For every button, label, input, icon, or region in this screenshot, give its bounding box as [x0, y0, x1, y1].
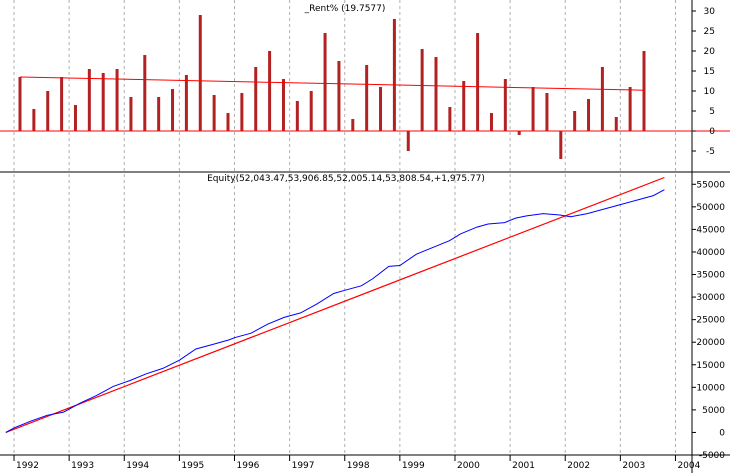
- rent-bar: [32, 109, 36, 131]
- x-tick-label: 1996: [237, 461, 260, 471]
- x-tick-label: 1995: [181, 461, 204, 471]
- equity-y-ticks: -5000 0 5000 10000 15000 20000 25000 30000 35000…: [692, 180, 725, 461]
- equity-y-tick-label: 50000: [696, 203, 725, 213]
- rent-bar: [60, 77, 64, 131]
- rent-bar: [87, 69, 91, 131]
- rent-title: _Rent% (19.7577): [304, 4, 386, 14]
- rent-bar: [46, 91, 50, 131]
- rent-y-tick-label: 25: [704, 27, 715, 37]
- rent-bar: [642, 51, 646, 131]
- equity-trend-line: [5, 176, 665, 433]
- equity-y-tick-label: 35000: [696, 271, 725, 281]
- rent-bar: [600, 67, 604, 131]
- rent-bar: [351, 119, 355, 131]
- rent-bar: [198, 15, 202, 131]
- equity-y-tick-label: 20000: [696, 338, 725, 348]
- rent-bar: [309, 91, 313, 131]
- x-tick-label: 1999: [402, 461, 425, 471]
- equity-y-tick-label: 5000: [702, 406, 725, 416]
- rent-bar: [406, 131, 410, 151]
- rent-bar: [295, 101, 299, 131]
- equity-y-tick-label: 15000: [696, 361, 725, 371]
- rent-bar: [614, 117, 618, 131]
- year-gridlines: [13, 0, 676, 455]
- x-tick-label: 2004: [677, 461, 700, 471]
- rent-bar: [531, 87, 535, 131]
- rent-y-ticks: -5 0 5 10 15 20 25 30: [692, 7, 715, 157]
- rent-bar: [73, 105, 77, 131]
- rent-y-tick-label: 30: [704, 7, 716, 17]
- rent-bar: [115, 69, 119, 131]
- rent-bar: [143, 55, 147, 131]
- rent-y-tick-label: 0: [709, 127, 715, 137]
- x-tick-label: 1998: [347, 461, 370, 471]
- x-tick-label: 1997: [292, 461, 315, 471]
- x-tick-label: 1992: [16, 461, 39, 471]
- rent-bar: [628, 87, 632, 131]
- rent-panel: _Rent% (19.7577) -5 0 5 10 15 20 25 30: [0, 4, 730, 159]
- rent-bar: [184, 75, 188, 131]
- equity-y-tick-label: 25000: [696, 316, 725, 326]
- rent-bar: [18, 77, 22, 131]
- rent-bar: [268, 51, 272, 131]
- equity-title: Equity(52,043.47,53,906.85,52,005.14,53,…: [207, 174, 485, 184]
- rent-bar: [517, 131, 521, 135]
- rent-bar: [101, 73, 105, 131]
- equity-y-tick-label: -5000: [699, 451, 725, 461]
- rent-bar: [157, 97, 161, 131]
- rent-y-tick-label: 15: [704, 67, 715, 77]
- equity-line: [5, 189, 665, 433]
- rent-bars: [18, 15, 646, 159]
- rent-bar: [559, 131, 563, 159]
- equity-y-tick-label: 45000: [696, 225, 725, 235]
- equity-y-tick-label: 40000: [696, 248, 725, 258]
- rent-bar: [254, 67, 258, 131]
- rent-bar: [171, 89, 175, 131]
- rent-bar: [420, 49, 424, 131]
- rent-bar: [323, 33, 327, 131]
- rent-bar: [573, 111, 577, 131]
- equity-y-tick-label: 30000: [696, 293, 725, 303]
- rent-bar: [281, 79, 285, 131]
- rent-y-tick-label: 20: [704, 47, 716, 57]
- rent-bar: [503, 79, 507, 131]
- rent-bar: [129, 97, 133, 131]
- rent-bar: [489, 113, 493, 131]
- equity-y-tick-label: 55000: [696, 180, 725, 190]
- rent-bar: [226, 113, 230, 131]
- rent-bar: [476, 33, 480, 131]
- rent-y-tick-label: -5: [706, 147, 715, 157]
- rent-bar: [462, 81, 466, 131]
- x-tick-label: 2001: [512, 461, 535, 471]
- rent-bar: [448, 107, 452, 131]
- x-axis-year-ticks: 1992 1993 1994 1995 1996 1997 1998 1999 2000 2001…: [13, 455, 701, 471]
- rent-y-tick-label: 10: [704, 87, 716, 97]
- equity-y-tick-label: 0: [719, 428, 725, 438]
- equity-y-tick-label: 10000: [696, 383, 725, 393]
- rent-bar: [212, 95, 216, 131]
- x-tick-label: 2000: [457, 461, 480, 471]
- x-tick-label: 1993: [71, 461, 94, 471]
- x-tick-label: 2002: [567, 461, 590, 471]
- rent-bar: [337, 61, 341, 131]
- rent-bar: [392, 19, 396, 131]
- rent-bar: [545, 93, 549, 131]
- x-tick-label: 2003: [622, 461, 645, 471]
- rent-bar: [434, 57, 438, 131]
- rent-bar: [365, 65, 369, 131]
- equity-panel: Equity(52,043.47,53,906.85,52,005.14,53,…: [5, 174, 725, 461]
- rent-bar: [587, 99, 591, 131]
- rent-bar: [240, 93, 244, 131]
- rent-trend-line: [19, 76, 645, 91]
- rent-y-tick-label: 5: [709, 107, 715, 117]
- x-tick-label: 1994: [126, 461, 149, 471]
- rent-bar: [379, 87, 383, 131]
